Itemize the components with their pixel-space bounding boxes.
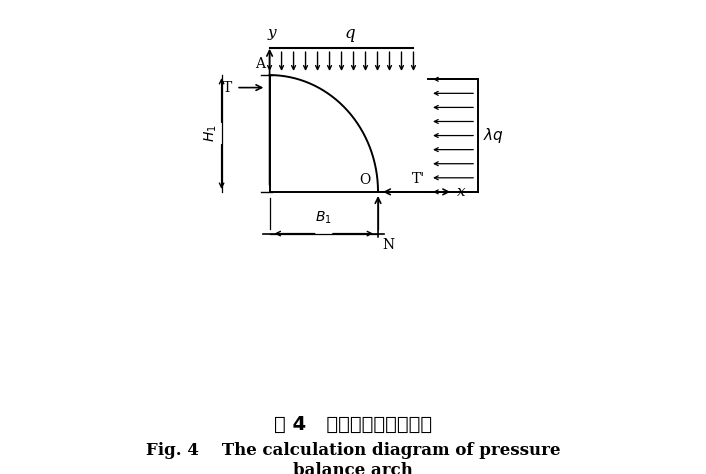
- Text: $H_1$: $H_1$: [203, 125, 220, 142]
- Text: 图 4   压力平衡拱计算简图: 图 4 压力平衡拱计算简图: [274, 415, 432, 434]
- Text: A: A: [256, 57, 265, 71]
- Text: q: q: [345, 25, 355, 42]
- Text: balance arch: balance arch: [293, 463, 413, 474]
- Text: $\lambda q$: $\lambda q$: [483, 126, 504, 145]
- Text: Fig. 4    The calculation diagram of pressure: Fig. 4 The calculation diagram of pressu…: [145, 442, 561, 459]
- Text: T': T': [412, 172, 424, 186]
- Text: $B_1$: $B_1$: [316, 210, 333, 226]
- Text: O: O: [359, 173, 371, 187]
- Text: x: x: [457, 185, 466, 199]
- Text: y: y: [268, 26, 276, 40]
- Text: T: T: [223, 81, 232, 95]
- Text: N: N: [382, 238, 395, 252]
